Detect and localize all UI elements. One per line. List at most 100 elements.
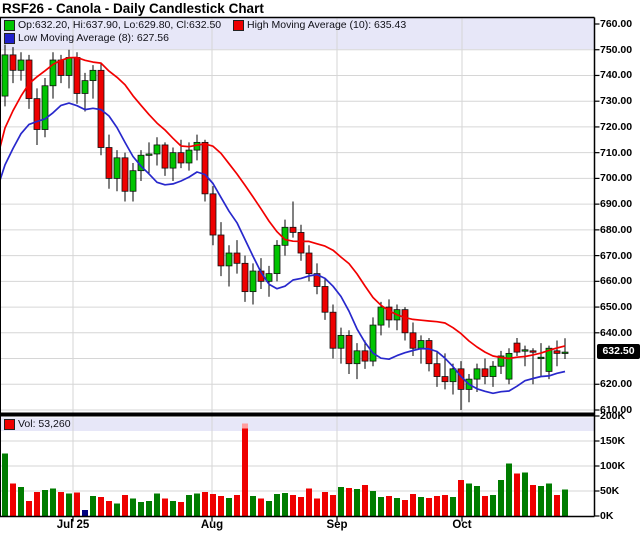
volume-legend-band — [1, 417, 594, 431]
candle-body-down — [57, 59, 65, 76]
month-axis-label: Oct — [452, 519, 472, 531]
volume-bar — [10, 483, 16, 516]
volume-bar — [370, 491, 376, 516]
volume-bar — [346, 488, 352, 516]
candle-body-up — [1, 54, 9, 97]
price-axis-label: 620.00 — [600, 378, 633, 391]
volume-bar — [258, 498, 264, 516]
candle-body-up — [521, 349, 529, 352]
volume-axis-label: 200K — [600, 410, 626, 422]
volume-bar — [562, 489, 568, 516]
volume-bar-tip — [242, 423, 248, 429]
volume-bar — [418, 497, 424, 516]
month-axis-label: Aug — [200, 519, 224, 531]
candle-body-down — [313, 273, 321, 287]
candle-body-down — [433, 363, 441, 377]
volume-bar — [434, 496, 440, 516]
candle-body-down — [385, 306, 393, 321]
candle-body-up — [145, 153, 153, 156]
candle-body-down — [329, 311, 337, 349]
low-ma-legend-label: Low Moving Average (8): 627.56 — [18, 32, 169, 44]
candle-body-up — [489, 365, 497, 377]
volume-bar — [242, 423, 248, 516]
candle-body-down — [425, 340, 433, 365]
volume-bar — [82, 510, 88, 516]
candle-body-down — [409, 332, 417, 349]
volume-bar — [178, 502, 184, 516]
volume-bar — [250, 496, 256, 516]
volume-bar — [234, 495, 240, 516]
candle-body-up — [449, 368, 457, 383]
price-axis-label: 740.00 — [600, 69, 633, 82]
volume-bar — [482, 496, 488, 516]
candle-body-up — [537, 356, 545, 360]
candle-body-up — [497, 355, 505, 367]
candle-body-down — [441, 376, 449, 383]
volume-bar — [290, 495, 296, 516]
volume-bar — [74, 492, 80, 516]
volume-bar — [98, 497, 104, 516]
volume-bar — [498, 480, 504, 516]
volume-bar — [330, 495, 336, 516]
month-axis-label: Sep — [326, 519, 348, 531]
volume-bar — [194, 493, 200, 516]
volume-bar — [274, 494, 280, 516]
volume-bar — [90, 496, 96, 516]
candle-body-down — [401, 309, 409, 334]
volume-legend-swatch-icon — [4, 419, 15, 430]
volume-bar — [386, 496, 392, 516]
volume-bar — [458, 480, 464, 516]
volume-bar — [170, 501, 176, 516]
volume-bar — [162, 498, 168, 516]
candle-body-up — [353, 350, 361, 365]
candle-body-up — [505, 352, 513, 380]
volume-bar — [442, 495, 448, 516]
candle-body-down — [345, 334, 353, 365]
volume-bar — [282, 493, 288, 516]
volume-bar — [122, 495, 128, 516]
volume-bar — [218, 496, 224, 516]
candle-body-down — [289, 226, 297, 233]
ohlc-legend-swatch-icon — [4, 20, 15, 31]
volume-bar — [554, 495, 560, 516]
volume-bar — [114, 503, 120, 516]
volume-bar — [354, 489, 360, 516]
volume-bar — [306, 488, 312, 516]
candle-body-down — [121, 157, 129, 192]
volume-bar — [106, 501, 112, 516]
volume-bar — [146, 501, 152, 516]
candle-body-down — [73, 57, 81, 94]
volume-bar — [322, 492, 328, 516]
volume-bar — [226, 498, 232, 516]
volume-bar — [2, 453, 8, 516]
price-axis-label: 660.00 — [600, 275, 633, 288]
volume-bar — [66, 493, 72, 516]
candle-body-up — [113, 157, 121, 179]
volume-bar — [514, 473, 520, 516]
candle-body-down — [217, 234, 225, 267]
candle-body-up — [265, 273, 273, 282]
volume-bar — [522, 472, 528, 516]
volume-bar — [474, 486, 480, 516]
volume-bar — [426, 498, 432, 516]
price-axis-label: 650.00 — [600, 301, 633, 314]
candle-body-down — [33, 98, 41, 130]
high-ma-line — [0, 56, 566, 360]
volume-bar — [530, 485, 536, 516]
candle-body-down — [161, 144, 169, 169]
volume-bar — [506, 463, 512, 516]
price-axis-label: 720.00 — [600, 120, 633, 133]
volume-bar — [402, 500, 408, 516]
volume-axis-label: 150K — [600, 435, 626, 447]
price-axis-label: 730.00 — [600, 95, 633, 108]
volume-bar — [394, 498, 400, 516]
volume-bar — [466, 483, 472, 516]
candle-body-up — [17, 59, 25, 71]
price-axis-label: 710.00 — [600, 146, 633, 159]
candle-body-up — [417, 340, 425, 349]
volume-legend-label: Vol: 53,260 — [18, 418, 71, 430]
volume-bar — [546, 483, 552, 516]
low-ma-line — [0, 102, 566, 395]
